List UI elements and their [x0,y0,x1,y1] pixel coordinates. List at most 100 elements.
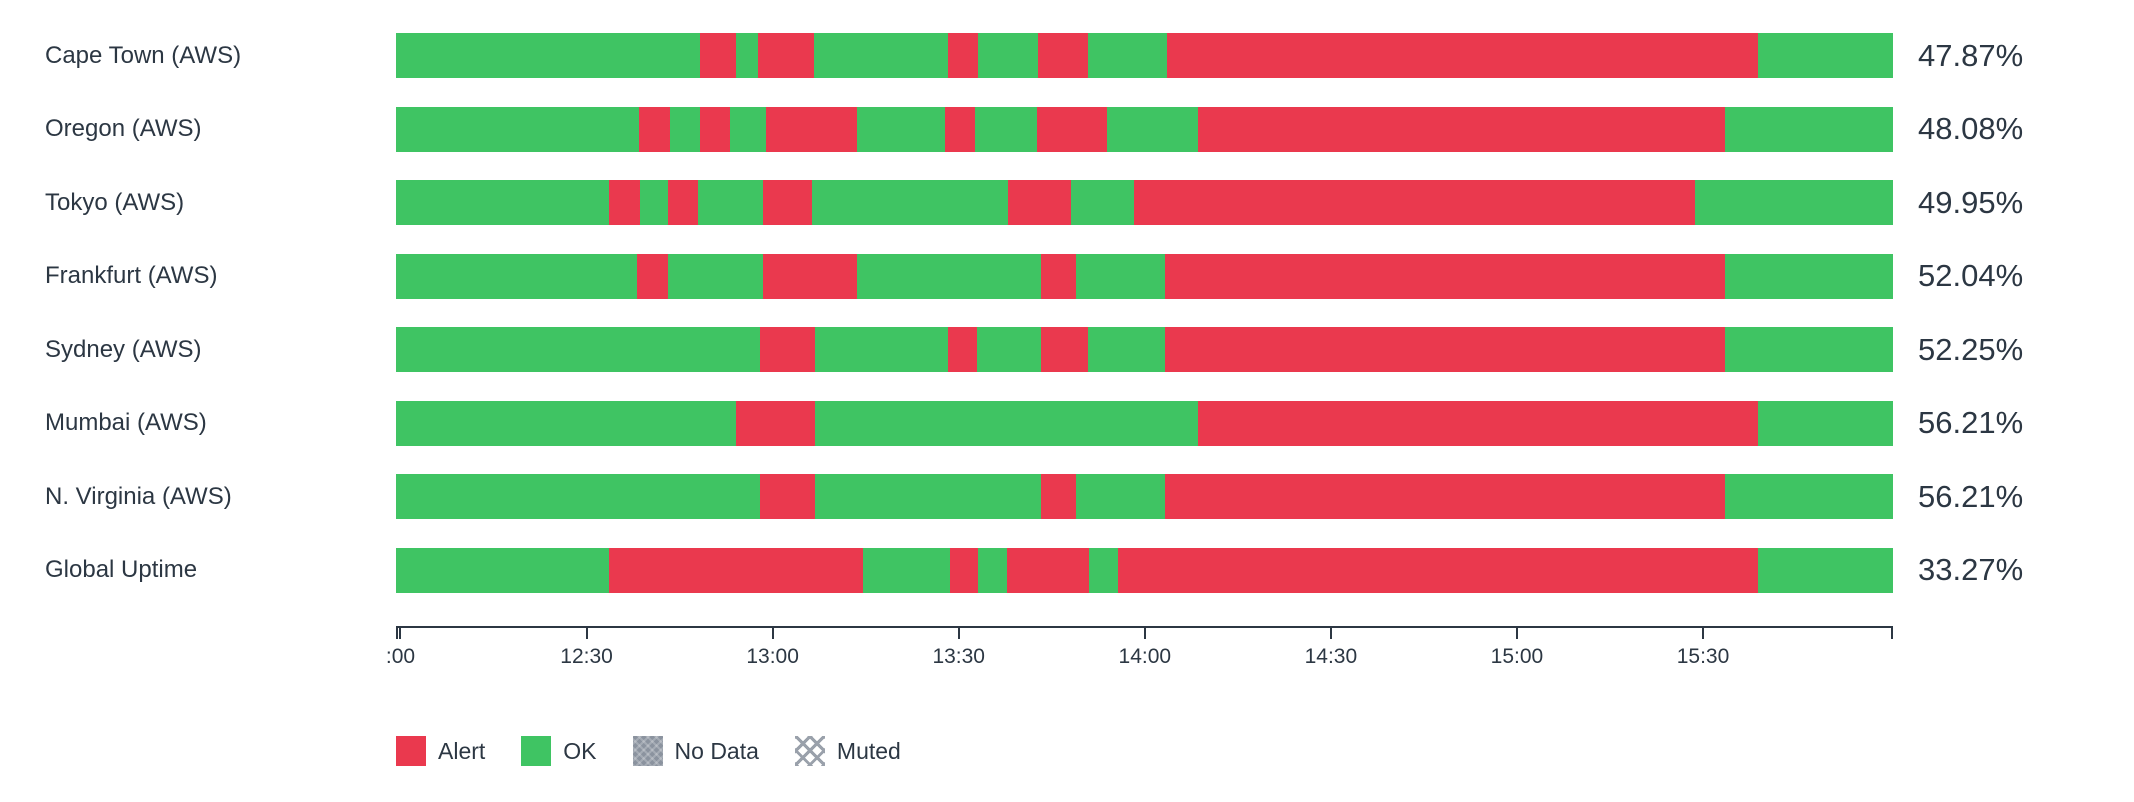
status-segment-alert[interactable] [1006,547,1090,593]
status-segment-alert[interactable] [758,33,814,78]
status-segment-alert[interactable] [1008,180,1072,225]
status-segment-ok[interactable] [863,547,950,593]
status-segment-ok[interactable] [1107,106,1199,152]
tick-mark [585,626,588,639]
tick-mark [771,626,774,639]
status-segment-ok[interactable] [857,106,946,152]
status-segment-ok[interactable] [1089,547,1118,593]
status-timeline-bar[interactable] [396,327,1893,372]
status-segment-alert[interactable] [948,327,977,372]
status-segment-ok[interactable] [396,327,760,372]
status-segment-alert[interactable] [699,106,730,152]
status-segment-alert[interactable] [1041,474,1076,519]
status-segment-ok[interactable] [668,253,763,299]
status-row: Cape Town (AWS) 47.87% [0,33,2134,78]
status-timeline-bar[interactable] [396,106,1893,152]
status-segment-alert[interactable] [699,33,736,78]
status-segment-ok[interactable] [735,33,759,78]
status-segment-ok[interactable] [1087,33,1167,78]
time-axis: :00 12:30 13:00 13:30 14:00 14:30 15:00 … [386,626,1893,672]
status-segment-ok[interactable] [729,106,766,152]
status-timeline-bar[interactable] [396,180,1893,225]
status-segment-ok[interactable] [1725,474,1893,519]
tick-label: 14:00 [1118,645,1172,668]
tick-label: 13:30 [932,645,985,668]
status-segment-alert[interactable] [1038,33,1088,78]
status-segment-alert[interactable] [945,106,976,152]
status-segment-alert[interactable] [608,180,640,225]
status-segment-ok[interactable] [815,474,1042,519]
legend-label: No Data [674,737,759,764]
status-segment-ok[interactable] [639,180,669,225]
status-segment-ok[interactable] [1725,253,1893,299]
status-segment-alert[interactable] [1041,253,1076,299]
legend-item-muted[interactable]: Muted [794,736,901,766]
status-segment-ok[interactable] [976,327,1042,372]
status-segment-ok[interactable] [396,474,760,519]
status-segment-ok[interactable] [396,106,639,152]
status-segment-alert[interactable] [1165,253,1726,299]
status-segment-alert[interactable] [1041,327,1088,372]
status-segment-alert[interactable] [948,33,979,78]
tick-label: 13:00 [746,645,799,668]
uptime-percentage: 33.27% [1918,552,2024,587]
status-segment-ok[interactable] [1695,180,1893,225]
status-segment-alert[interactable] [1133,180,1696,225]
status-segment-alert[interactable] [1036,106,1107,152]
row-label: Global Uptime [45,556,198,583]
status-timeline-bar[interactable] [396,253,1893,299]
legend-item-alert[interactable]: Alert [396,736,485,766]
status-segment-ok[interactable] [812,180,1009,225]
legend-item-nodata[interactable]: No Data [632,736,759,766]
alert-swatch-icon [396,736,426,766]
legend-label: Alert [438,737,486,764]
status-segment-alert[interactable] [1166,33,1759,78]
status-segment-alert[interactable] [668,180,699,225]
status-segment-alert[interactable] [735,400,816,446]
status-segment-ok[interactable] [698,180,763,225]
status-segment-alert[interactable] [762,180,813,225]
status-segment-ok[interactable] [396,547,609,593]
status-segment-ok[interactable] [1075,474,1166,519]
status-segment-ok[interactable] [1758,400,1893,446]
status-segment-ok[interactable] [978,33,1039,78]
status-segment-ok[interactable] [813,33,949,78]
status-segment-ok[interactable] [1087,327,1166,372]
row-label: Mumbai (AWS) [45,409,207,436]
status-segment-alert[interactable] [765,106,858,152]
status-segment-ok[interactable] [1758,33,1893,78]
status-timeline-bar[interactable] [396,474,1893,519]
status-segment-ok[interactable] [396,180,609,225]
status-segment-ok[interactable] [1725,106,1893,152]
status-segment-ok[interactable] [815,327,949,372]
status-segment-alert[interactable] [608,547,864,593]
status-segment-alert[interactable] [949,547,979,593]
status-segment-ok[interactable] [1758,547,1893,593]
status-segment-alert[interactable] [759,474,816,519]
status-segment-alert[interactable] [1165,327,1726,372]
status-segment-ok[interactable] [396,253,638,299]
status-segment-ok[interactable] [396,400,736,446]
status-segment-alert[interactable] [1165,474,1726,519]
status-segment-ok[interactable] [978,547,1007,593]
status-segment-ok[interactable] [1071,180,1134,225]
status-timeline-bar[interactable] [396,33,1893,78]
status-segment-ok[interactable] [396,33,700,78]
status-segment-alert[interactable] [1198,400,1759,446]
status-segment-alert[interactable] [1117,547,1759,593]
status-segment-alert[interactable] [638,106,670,152]
legend-item-ok[interactable]: OK [521,736,597,766]
status-segment-ok[interactable] [815,400,1199,446]
status-timeline-bar[interactable] [396,400,1893,446]
status-segment-alert[interactable] [1198,106,1726,152]
status-segment-ok[interactable] [975,106,1037,152]
status-segment-alert[interactable] [637,253,669,299]
status-segment-ok[interactable] [857,253,1042,299]
status-segment-ok[interactable] [1075,253,1166,299]
tick-mark [399,626,402,639]
status-segment-ok[interactable] [669,106,700,152]
status-segment-alert[interactable] [759,327,816,372]
status-timeline-bar[interactable] [396,547,1893,593]
status-segment-ok[interactable] [1725,327,1893,372]
status-segment-alert[interactable] [762,253,858,299]
